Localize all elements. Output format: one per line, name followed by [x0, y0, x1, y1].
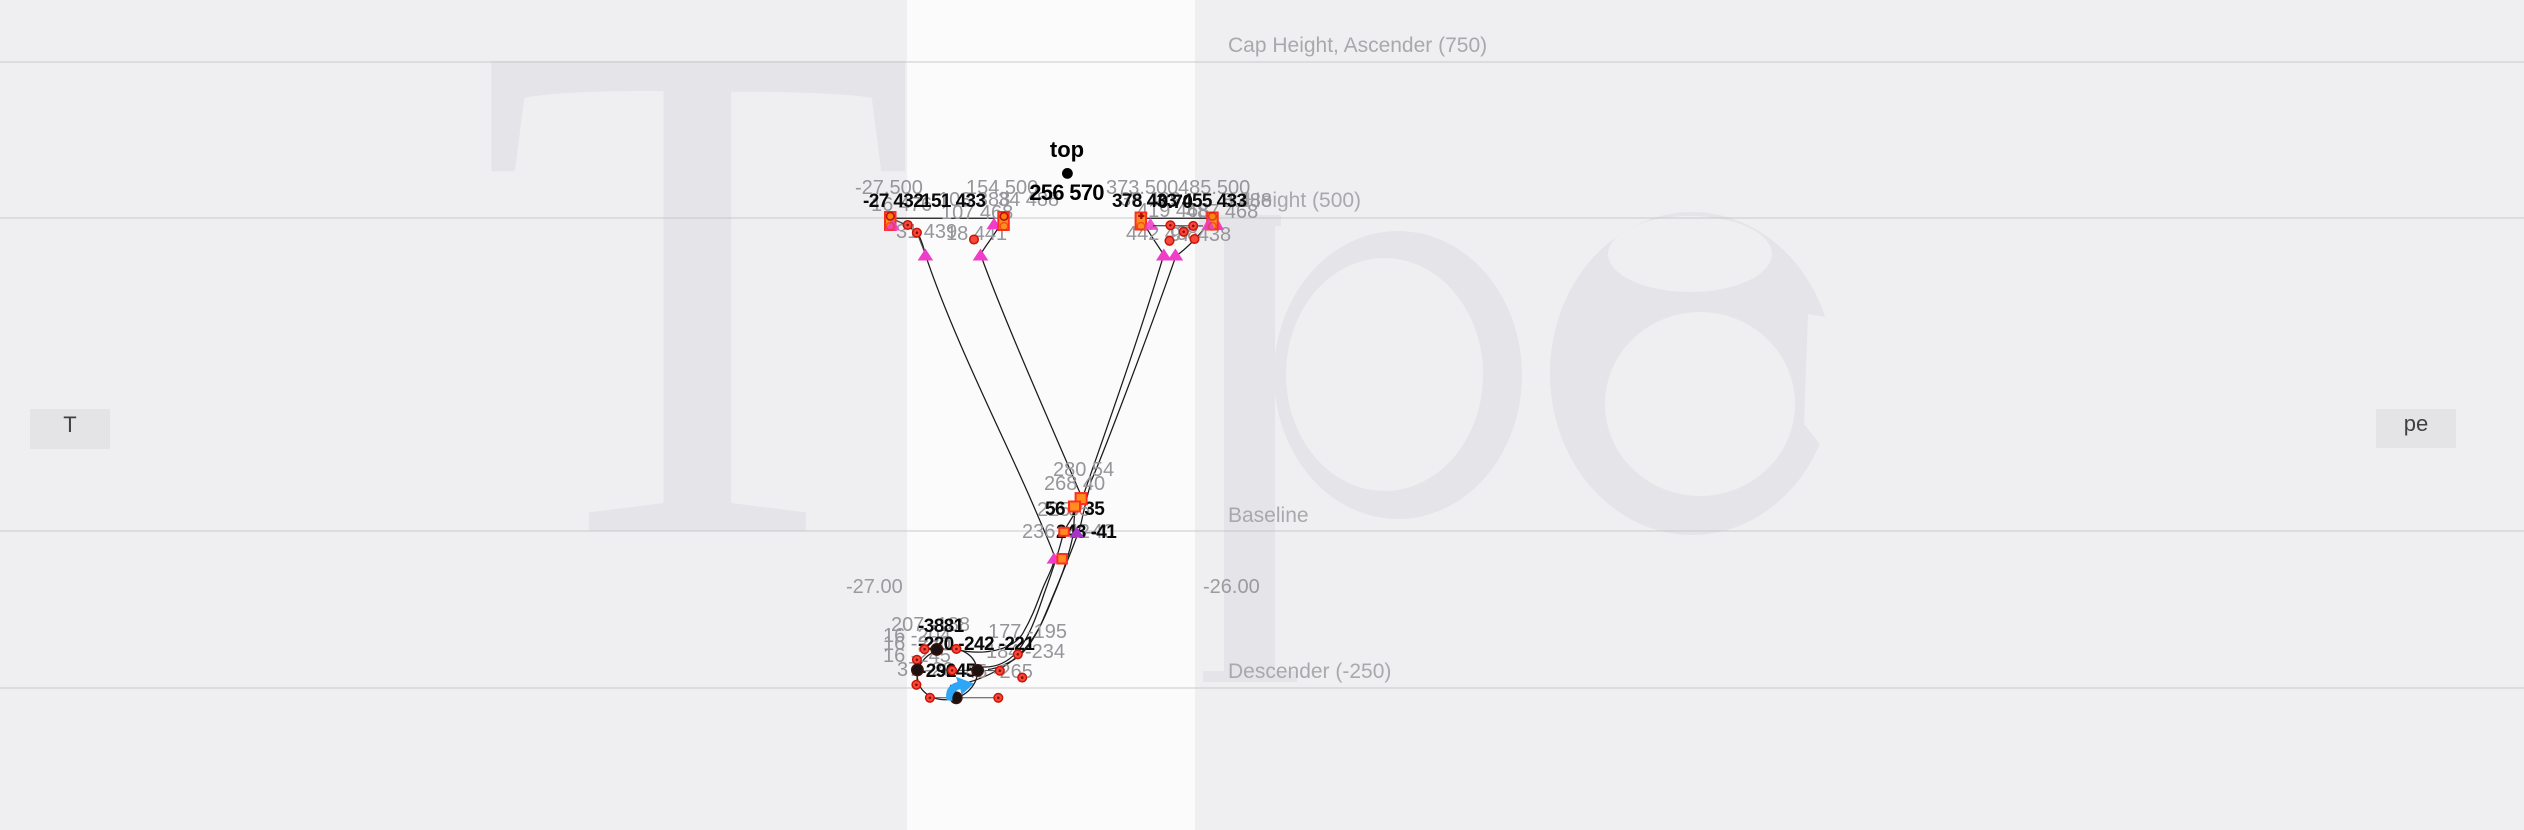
svg-text:243 -41: 243 -41 — [1056, 522, 1117, 543]
svg-text:256 570: 256 570 — [1029, 180, 1104, 205]
svg-text:225: 225 — [1037, 499, 1070, 521]
svg-text:Cap Height, Ascender (750): Cap Height, Ascender (750) — [1228, 34, 1487, 57]
svg-text:Baseline: Baseline — [1228, 504, 1309, 527]
svg-text:177 -195: 177 -195 — [988, 621, 1067, 643]
svg-text:-3881: -3881 — [918, 616, 965, 637]
svg-text:378 433: 378 433 — [1112, 191, 1177, 212]
svg-text:37 -29: 37 -29 — [897, 659, 954, 681]
svg-text:103 388: 103 388 — [938, 189, 1010, 211]
svg-text:-220 -242 -221: -220 -242 -221 — [918, 634, 1035, 655]
svg-text:184 -234: 184 -234 — [986, 641, 1065, 663]
svg-text:268 40: 268 40 — [1044, 473, 1105, 495]
svg-text:T: T — [478, 0, 917, 687]
svg-text:-0.70: -0.70 — [1152, 192, 1192, 213]
svg-text:34 488: 34 488 — [998, 189, 1059, 211]
svg-text:-27 432: -27 432 — [863, 191, 923, 212]
svg-text:x-Height (500): x-Height (500) — [1228, 189, 1361, 212]
svg-text:107 468: 107 468 — [941, 202, 1013, 224]
svg-text:207 -188: 207 -188 — [891, 614, 970, 636]
svg-text:455 433: 455 433 — [1182, 191, 1247, 212]
svg-text:16 476: 16 476 — [871, 194, 932, 216]
svg-text:8 488: 8 488 — [1222, 190, 1272, 212]
svg-text:487 468: 487 468 — [1186, 201, 1258, 223]
svg-text:top: top — [1050, 137, 1084, 162]
svg-text:Descender (-250): Descender (-250) — [1228, 660, 1391, 683]
svg-text:-296: -296 — [920, 661, 956, 682]
svg-text:-27.00: -27.00 — [846, 576, 903, 598]
svg-text:154.500: 154.500 — [966, 177, 1038, 199]
svg-text:-40: -40 — [1085, 521, 1114, 543]
svg-text:pe: pe — [2404, 411, 2428, 436]
svg-text:419 468: 419 468 — [1137, 200, 1209, 222]
svg-text:485.500: 485.500 — [1178, 177, 1250, 199]
svg-text:16 -204: 16 -204 — [883, 625, 951, 647]
svg-text:151 433: 151 433 — [921, 191, 986, 212]
svg-text:373.500: 373.500 — [1106, 177, 1178, 199]
svg-text:38 429: 38 429 — [1120, 189, 1181, 211]
svg-text:280 54: 280 54 — [1053, 459, 1114, 481]
svg-text:-27.500: -27.500 — [855, 177, 923, 199]
svg-text:T: T — [63, 412, 76, 437]
svg-text:-26.00: -26.00 — [1203, 576, 1260, 598]
